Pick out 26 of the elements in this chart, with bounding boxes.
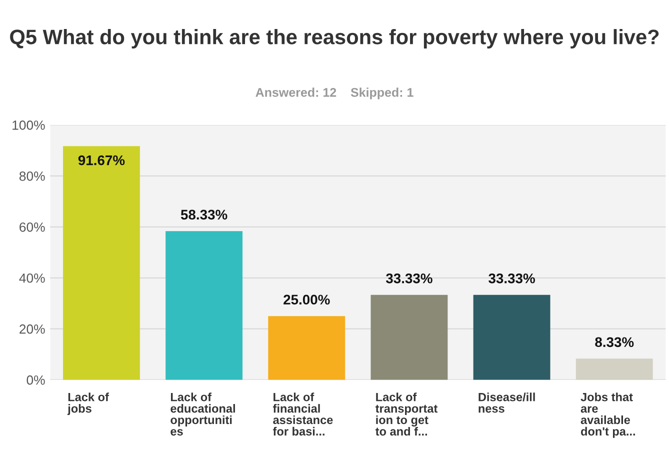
bar [370,294,448,380]
y-tick-label: 40% [19,273,45,283]
y-tick-label: 80% [19,171,45,181]
data-label: 33.33% [488,273,535,284]
x-tick-label: Lack of transportat ion to get to and f... [375,392,438,436]
bar [166,231,243,380]
data-label: 58.33% [180,210,228,220]
chart-title: Q5 What do you think are the reasons for poverty where you live? [10,29,659,48]
bar [63,146,140,380]
x-tick-label: Jobs that are available don't pa... [580,392,635,438]
data-label: 8.33% [595,337,634,348]
data-label: 25.00% [284,294,330,305]
y-tick-label: 0% [26,375,45,385]
data-label: 91.67% [78,155,125,166]
x-tick-label: Disease/ill ness [478,392,535,413]
x-tick-label: Lack of educational opportuniti es [170,392,235,436]
bar [268,316,346,380]
x-tick-label: Lack of financial assistance for basi... [272,392,333,436]
y-tick-label: 60% [20,222,45,232]
bar [473,294,550,380]
data-label: 33.33% [386,273,432,284]
bar [576,358,653,380]
y-tick-label: 20% [20,324,45,334]
chart-subtitle: Answered: 12 Skipped: 1 [256,88,414,100]
y-tick-label: 100% [12,120,45,130]
x-tick-label: Lack of jobs [67,392,109,416]
